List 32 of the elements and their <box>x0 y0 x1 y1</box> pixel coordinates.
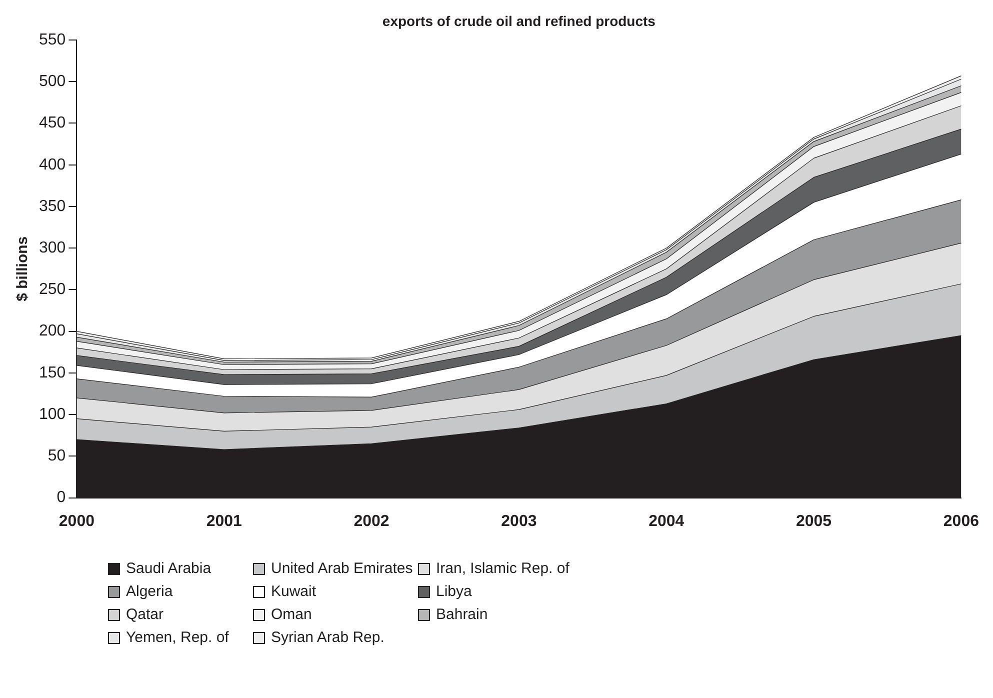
legend-label: Oman <box>271 606 312 623</box>
legend-label: Algeria <box>126 583 173 600</box>
y-tick-label: 500 <box>38 73 66 90</box>
y-tick-label: 250 <box>38 281 66 298</box>
legend-label: Iran, Islamic Rep. of <box>436 560 570 577</box>
y-tick-label: 150 <box>38 364 66 382</box>
legend-label: Libya <box>436 583 472 600</box>
y-tick-label: 200 <box>38 322 66 340</box>
y-axis-title: $ billions <box>14 236 32 302</box>
x-tick-label: 2003 <box>501 512 537 530</box>
x-tick-label: 2002 <box>354 512 390 530</box>
y-tick-label: 0 <box>56 489 66 506</box>
y-tick-label: 350 <box>38 198 66 215</box>
x-tick-label: 2000 <box>58 512 95 530</box>
legend-label: United Arab Emirates <box>271 560 413 577</box>
y-tick-label: 450 <box>38 114 66 132</box>
legend-label: Syrian Arab Rep. <box>271 629 384 646</box>
x-tick-label: 2005 <box>796 512 832 530</box>
legend-label: Saudi Arabia <box>126 560 212 577</box>
y-tick-label: 300 <box>38 239 66 256</box>
y-tick-label: 100 <box>38 406 66 423</box>
x-tick-label: 2004 <box>648 512 684 530</box>
y-tick-label: 550 <box>38 31 66 48</box>
legend-label: Bahrain <box>436 606 488 623</box>
y-tick-label: 400 <box>38 156 66 174</box>
legend-label: Qatar <box>126 606 164 623</box>
y-tick-label: 50 <box>48 448 66 465</box>
x-tick-label: 2006 <box>943 512 980 530</box>
legend-label: Yemen, Rep. of <box>126 629 229 646</box>
x-tick-label: 2001 <box>206 512 242 530</box>
chart-title: exports of crude oil and refined products <box>382 12 656 29</box>
legend-label: Kuwait <box>271 583 316 600</box>
